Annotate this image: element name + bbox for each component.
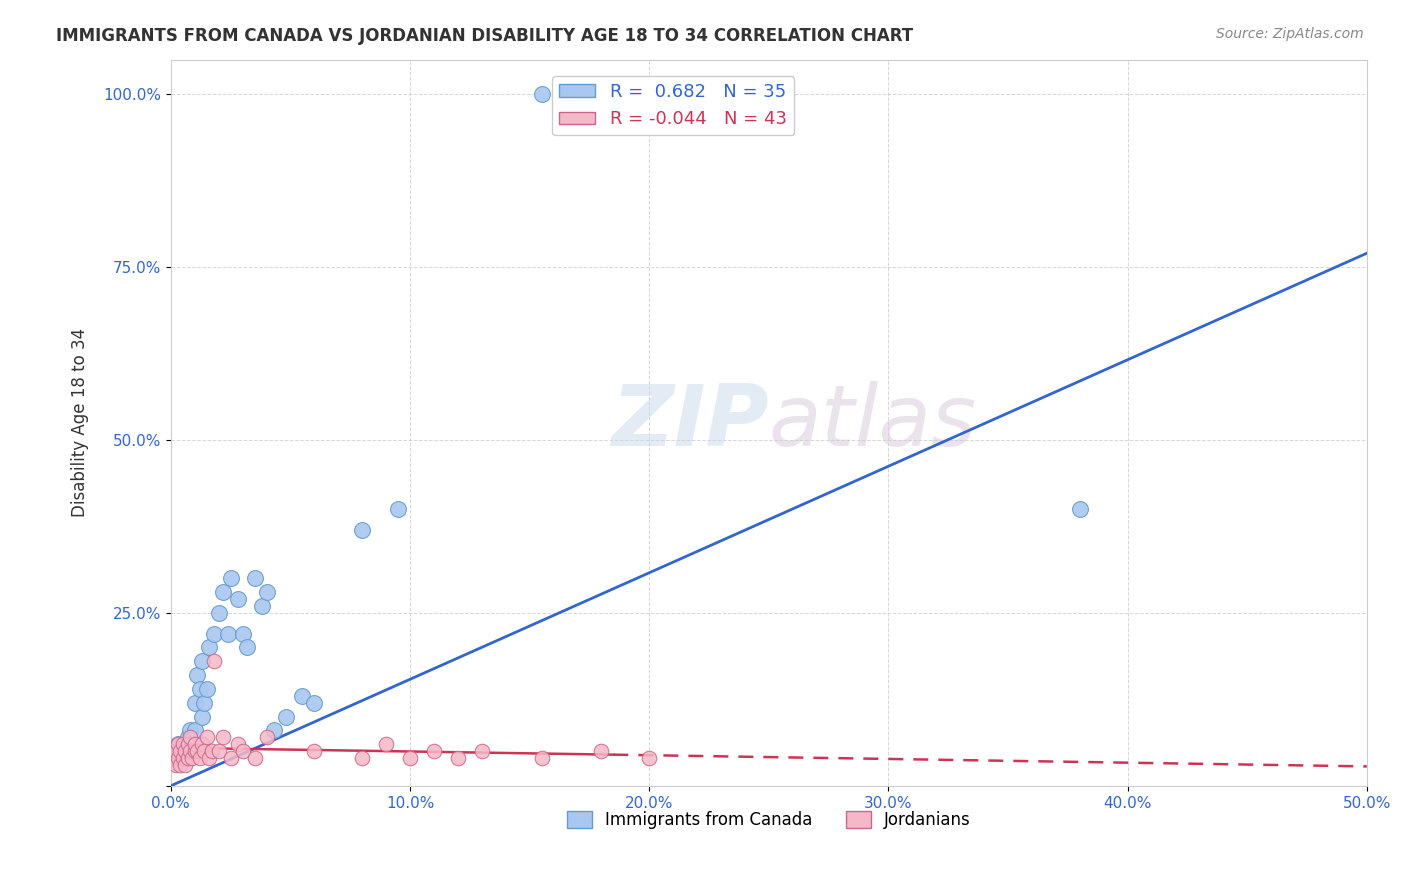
Point: [162, 751, 184, 765]
Point: [202, 626, 225, 640]
Point: [236, 640, 259, 655]
Text: ZIP: ZIP: [612, 381, 769, 464]
Text: Source: ZipAtlas.com: Source: ZipAtlas.com: [1216, 27, 1364, 41]
Text: IMMIGRANTS FROM CANADA VS JORDANIAN DISABILITY AGE 18 TO 34 CORRELATION CHART: IMMIGRANTS FROM CANADA VS JORDANIAN DISA…: [56, 27, 914, 45]
Point: [188, 751, 211, 765]
Point: [219, 571, 242, 585]
Point: [638, 751, 661, 765]
Point: [186, 744, 208, 758]
Point: [193, 744, 215, 758]
Point: [304, 744, 326, 758]
Point: [352, 751, 374, 765]
Point: [399, 751, 422, 765]
Point: [167, 737, 190, 751]
Point: [219, 751, 242, 765]
Point: [191, 654, 214, 668]
Point: [591, 744, 613, 758]
Point: [179, 731, 201, 745]
Point: [169, 758, 191, 772]
Y-axis label: Disability Age 18 to 34: Disability Age 18 to 34: [72, 328, 89, 517]
Point: [174, 751, 197, 765]
Point: [181, 744, 204, 758]
Point: [447, 751, 470, 765]
Text: atlas: atlas: [769, 381, 977, 464]
Point: [226, 592, 249, 607]
Point: [167, 751, 190, 765]
Point: [186, 668, 208, 682]
Point: [165, 744, 187, 758]
Point: [263, 723, 285, 738]
Point: [291, 689, 314, 703]
Point: [193, 696, 215, 710]
Point: [256, 585, 278, 599]
Point: [352, 523, 374, 537]
Point: [176, 751, 198, 765]
Point: [212, 585, 235, 599]
Point: [226, 737, 249, 751]
Point: [179, 723, 201, 738]
Point: [232, 744, 254, 758]
Point: [184, 723, 207, 738]
Point: [200, 744, 222, 758]
Point: [274, 709, 297, 723]
Point: [232, 626, 254, 640]
Point: [184, 744, 207, 758]
Point: [387, 502, 409, 516]
Point: [530, 87, 553, 102]
Point: [184, 737, 207, 751]
Point: [375, 737, 398, 751]
Point: [1069, 502, 1091, 516]
Point: [167, 737, 190, 751]
Point: [202, 654, 225, 668]
Point: [179, 744, 201, 758]
Point: [191, 737, 214, 751]
Point: [243, 751, 266, 765]
Point: [256, 731, 278, 745]
Point: [172, 737, 194, 751]
Point: [181, 751, 204, 765]
Point: [198, 640, 221, 655]
Point: [198, 751, 221, 765]
Point: [243, 571, 266, 585]
Point: [184, 696, 207, 710]
Point: [208, 744, 231, 758]
Point: [530, 751, 553, 765]
Point: [188, 681, 211, 696]
Point: [423, 744, 446, 758]
Point: [169, 744, 191, 758]
Point: [304, 696, 326, 710]
Point: [176, 737, 198, 751]
Point: [165, 758, 187, 772]
Point: [172, 751, 194, 765]
Point: [174, 744, 197, 758]
Point: [191, 709, 214, 723]
Point: [174, 758, 197, 772]
Point: [471, 744, 494, 758]
Point: [250, 599, 273, 613]
Point: [217, 626, 239, 640]
Point: [195, 681, 218, 696]
Point: [195, 731, 218, 745]
Point: [721, 87, 744, 102]
Point: [212, 731, 235, 745]
Point: [176, 731, 198, 745]
Point: [172, 744, 194, 758]
Point: [208, 606, 231, 620]
Legend: Immigrants from Canada, Jordanians: Immigrants from Canada, Jordanians: [560, 804, 977, 836]
